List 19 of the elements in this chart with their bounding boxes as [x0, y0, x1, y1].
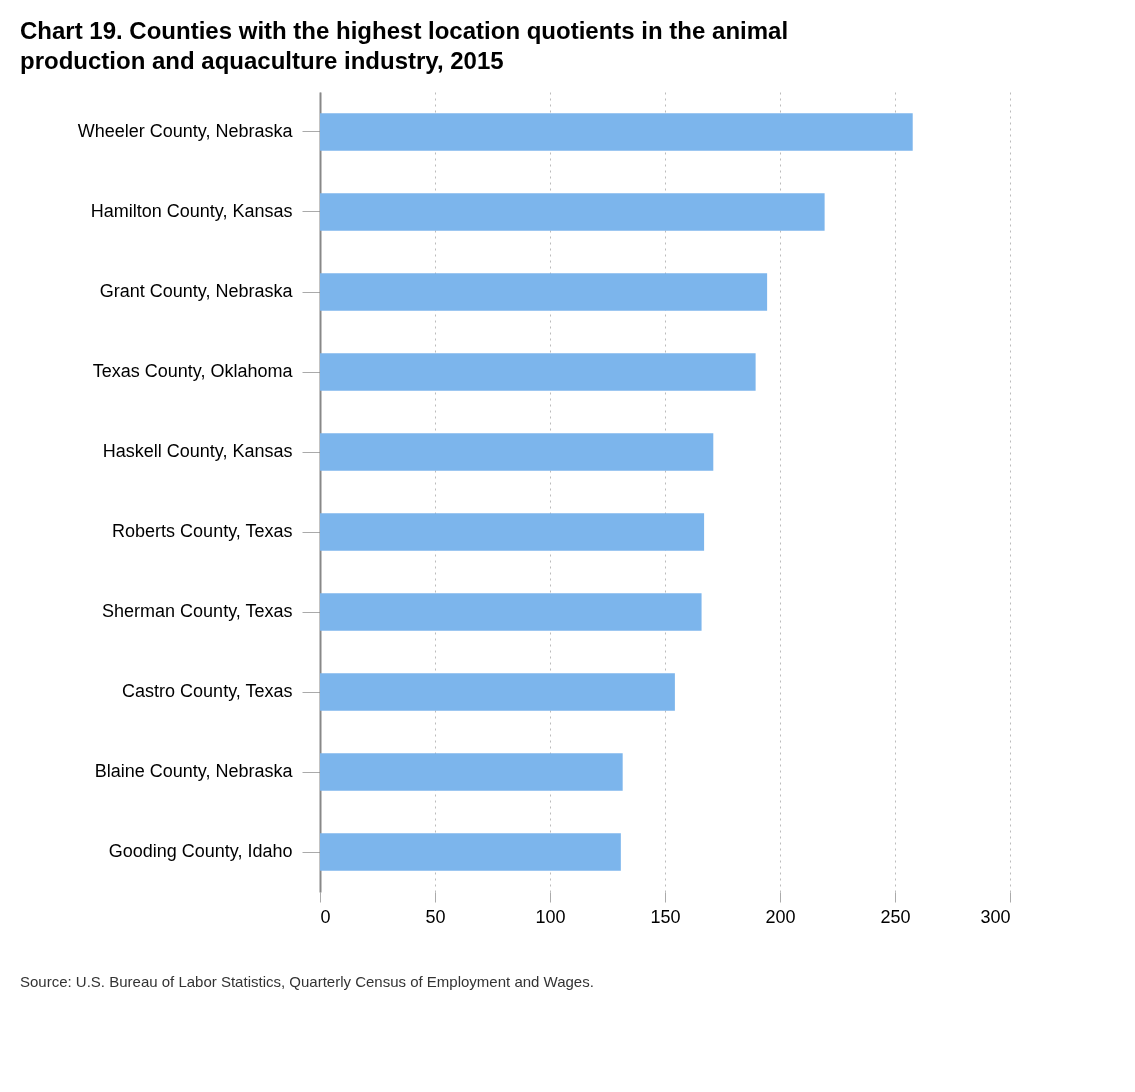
- y-tick-label: Grant County, Nebraska: [99, 281, 294, 301]
- chart-title: Chart 19. Counties with the highest location quotients in the animal production and aquaculture industry, 2015: [20, 17, 789, 74]
- x-tick-label: 0: [320, 906, 331, 927]
- y-tick-label: Roberts County, Texas: [112, 521, 293, 541]
- y-tick-label: Sherman County, Texas: [102, 601, 293, 621]
- y-tick-label: Texas County, Oklahoma: [92, 361, 294, 381]
- y-tick-label: Wheeler County, Nebraska: [77, 121, 294, 141]
- y-tick-label: Gooding County, Idaho: [108, 841, 293, 861]
- x-tick-label: 250: [880, 906, 911, 927]
- y-tick-label: Haskell County, Kansas: [102, 441, 293, 461]
- x-tick-label: 100: [535, 906, 566, 927]
- x-tick-label: 300: [980, 906, 1011, 927]
- source-note: Source: U.S. Bureau of Labor Statistics, Quarterly Census of Employment and Wages.: [20, 973, 594, 990]
- x-tick-label: 50: [425, 906, 446, 927]
- x-tick-label: 150: [650, 906, 681, 927]
- y-tick-label: Hamilton County, Kansas: [90, 201, 293, 221]
- y-tick-label: Blaine County, Nebraska: [94, 761, 294, 781]
- x-tick-label: 200: [765, 906, 796, 927]
- y-tick-label: Castro County, Texas: [122, 681, 293, 701]
